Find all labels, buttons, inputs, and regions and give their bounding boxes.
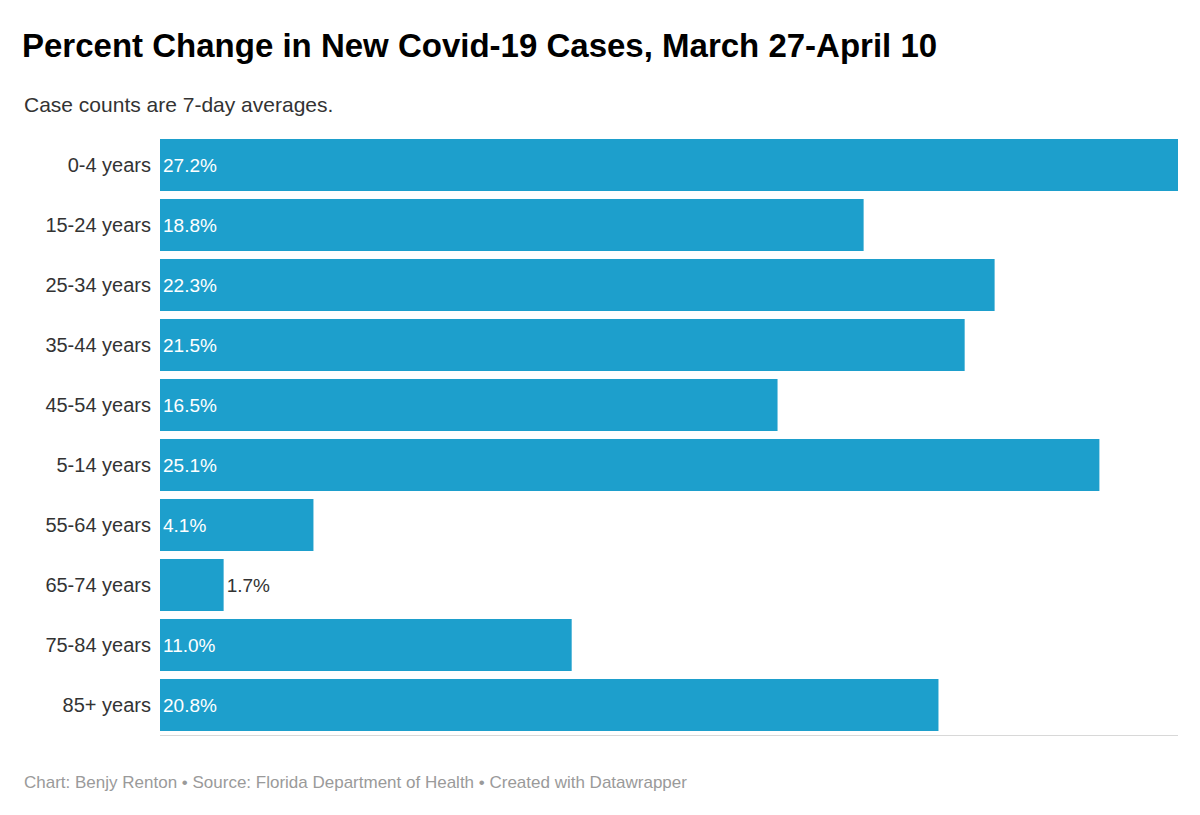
svg-text:45-54 years: 45-54 years <box>45 394 151 416</box>
svg-text:Case counts are 7-day averages: Case counts are 7-day averages. <box>24 93 333 116</box>
svg-text:85+ years: 85+ years <box>63 694 151 716</box>
svg-text:27.2%: 27.2% <box>163 155 217 176</box>
svg-text:Chart: Benjy Renton • Source:: Chart: Benjy Renton • Source: Florida De… <box>24 773 687 792</box>
svg-text:22.3%: 22.3% <box>163 275 217 296</box>
svg-text:35-44 years: 35-44 years <box>45 334 151 356</box>
svg-text:20.8%: 20.8% <box>163 695 217 716</box>
svg-text:Percent Change in New Covid-19: Percent Change in New Covid-19 Cases, Ma… <box>22 27 937 64</box>
svg-text:15-24 years: 15-24 years <box>45 214 151 236</box>
svg-text:16.5%: 16.5% <box>163 395 217 416</box>
svg-text:11.0%: 11.0% <box>163 635 216 656</box>
svg-text:5-14 years: 5-14 years <box>57 454 152 476</box>
svg-text:55-64 years: 55-64 years <box>45 514 151 536</box>
svg-text:25.1%: 25.1% <box>163 455 217 476</box>
svg-text:1.7%: 1.7% <box>227 575 270 596</box>
svg-text:21.5%: 21.5% <box>163 335 217 356</box>
svg-text:0-4 years: 0-4 years <box>68 154 151 176</box>
svg-text:65-74 years: 65-74 years <box>45 574 151 596</box>
svg-text:4.1%: 4.1% <box>163 515 206 536</box>
svg-text:25-34 years: 25-34 years <box>45 274 151 296</box>
svg-text:18.8%: 18.8% <box>163 215 217 236</box>
svg-text:75-84 years: 75-84 years <box>45 634 151 656</box>
